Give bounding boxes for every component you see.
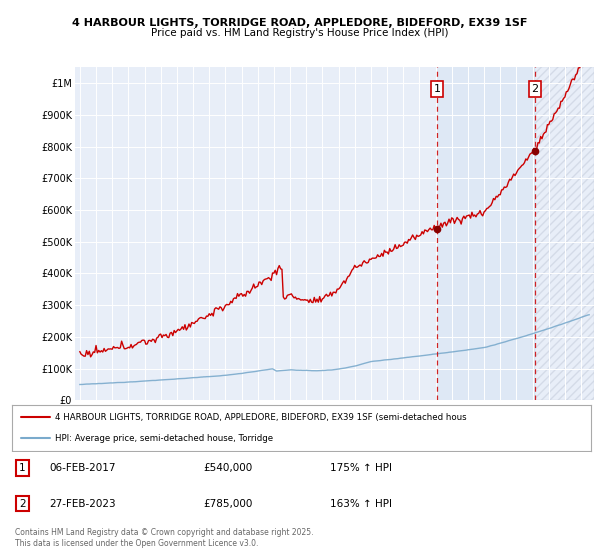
Text: 2: 2 <box>532 84 539 94</box>
Text: £540,000: £540,000 <box>203 463 253 473</box>
Text: HPI: Average price, semi-detached house, Torridge: HPI: Average price, semi-detached house,… <box>55 434 274 443</box>
Text: 27-FEB-2023: 27-FEB-2023 <box>50 498 116 508</box>
Text: Price paid vs. HM Land Registry's House Price Index (HPI): Price paid vs. HM Land Registry's House … <box>151 28 449 38</box>
Text: Contains HM Land Registry data © Crown copyright and database right 2025.
This d: Contains HM Land Registry data © Crown c… <box>15 528 314 548</box>
Text: £785,000: £785,000 <box>203 498 253 508</box>
Text: 4 HARBOUR LIGHTS, TORRIDGE ROAD, APPLEDORE, BIDEFORD, EX39 1SF: 4 HARBOUR LIGHTS, TORRIDGE ROAD, APPLEDO… <box>73 18 527 28</box>
Text: 2: 2 <box>19 498 26 508</box>
Bar <box>535 67 594 400</box>
Text: 06-FEB-2017: 06-FEB-2017 <box>50 463 116 473</box>
Text: 1: 1 <box>19 463 26 473</box>
Bar <box>437 67 535 400</box>
Text: 163% ↑ HPI: 163% ↑ HPI <box>331 498 392 508</box>
Text: 1: 1 <box>434 84 440 94</box>
Text: 175% ↑ HPI: 175% ↑ HPI <box>331 463 392 473</box>
Text: 4 HARBOUR LIGHTS, TORRIDGE ROAD, APPLEDORE, BIDEFORD, EX39 1SF (semi-detached ho: 4 HARBOUR LIGHTS, TORRIDGE ROAD, APPLEDO… <box>55 413 467 422</box>
